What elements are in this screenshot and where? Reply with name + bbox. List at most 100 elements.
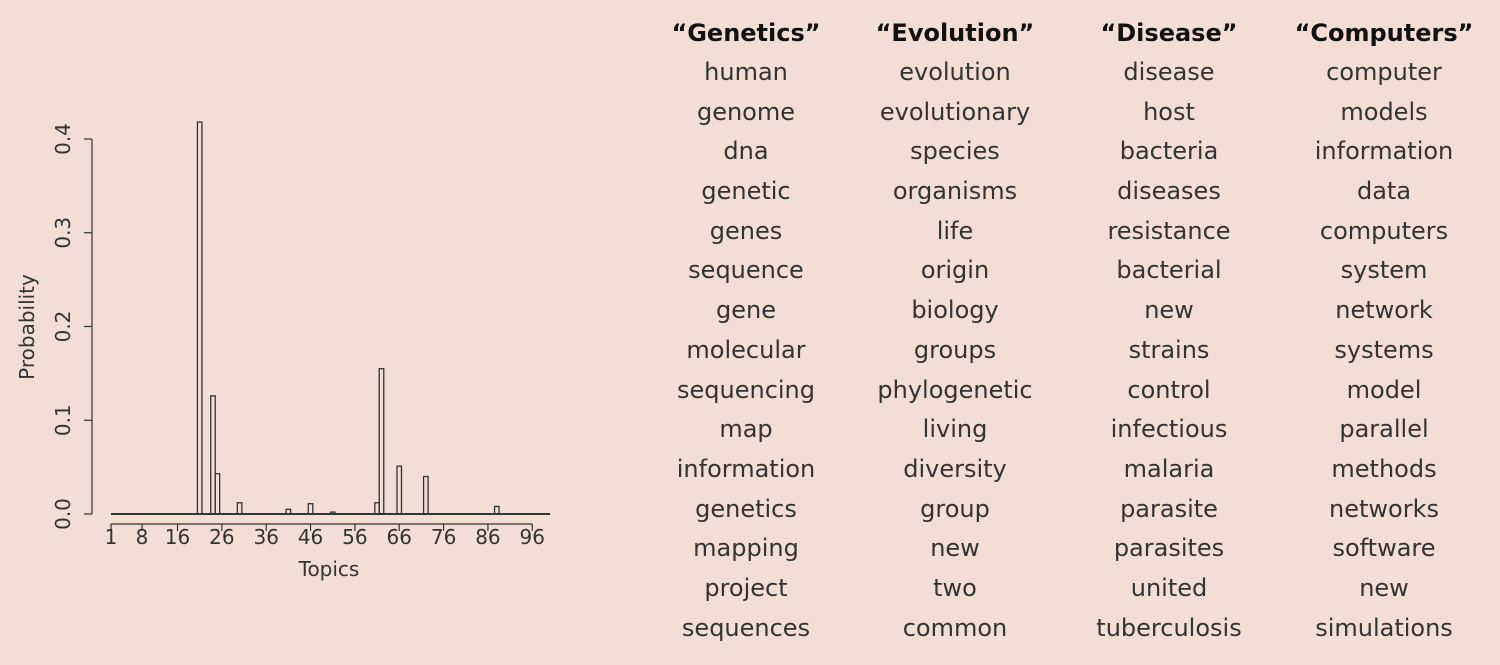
y-axis: 0.0 0.1 0.2 0.3 0.4 [51,123,93,530]
topic-word: bacterial [1116,256,1222,285]
y-tick-label: 0.2 [51,311,75,343]
topic-word-list: computer models information data computers sy… [1274,53,1494,648]
x-tick-label: 1 [105,525,118,549]
topic-header: “Genetics” [671,19,821,47]
topic-word: gene [716,296,776,325]
topic-word: bacteria [1119,137,1219,166]
y-tick-label: 0.0 [51,498,75,530]
topic-word: networks [1329,494,1439,523]
topic-word: data [1356,177,1412,206]
y-tick-label: 0.3 [51,217,75,249]
topic-word: methods [1331,454,1437,483]
topic-header: “Evolution” [875,19,1035,47]
topic-word: infectious [1110,415,1228,444]
topic-word: network [1335,296,1433,325]
topic-word: diversity [903,454,1007,483]
topic-word: parasite [1120,494,1218,523]
bar-topic-88 [493,505,500,515]
x-tick-label: 16 [165,525,190,549]
topic-word: tuberculosis [1096,613,1242,642]
bar-topic-51 [329,511,336,515]
topic-header: “Computers” [1294,19,1474,47]
topic-header: “Disease” [1100,19,1238,47]
topic-column: “Disease” disease host bacteria diseases resi… [1059,16,1279,648]
topic-word: map [719,415,773,444]
x-tick-label: 66 [387,525,412,549]
topic-word: life [936,216,974,245]
topic-word: information [676,454,816,483]
topic-word: parasites [1113,534,1225,563]
bar-topic-30 [236,502,243,515]
bar-topic-24 [210,395,216,515]
bar-topic-46 [307,503,314,515]
x-tick-label: 46 [298,525,323,549]
topic-word: model [1346,375,1422,404]
y-tick-label: 0.1 [51,404,75,436]
topic-word: two [933,573,977,602]
topic-word: computers [1319,216,1449,245]
topic-column: “Evolution” evolution evolutionary species o… [845,16,1065,648]
y-tick-label: 0.4 [51,123,75,155]
topic-word: resistance [1107,216,1231,245]
topic-word-list: human genome dna genetic genes sequence gene mo… [636,53,856,648]
topic-word-list: evolution evolutionary species organisms lif… [845,53,1065,648]
x-axis-label: Topics [298,557,360,581]
x-tick-label: 26 [209,525,234,549]
topic-word: host [1143,97,1195,126]
topic-word: groups [913,335,997,364]
topic-word: sequence [688,256,804,285]
x-tick-label: 8 [136,525,149,549]
topic-word: mapping [693,534,799,563]
topic-probability-chart: 0.0 0.1 0.2 0.3 0.4 1 8 16 26 36 46 56 66 76 86 96 Pro… [15,121,550,581]
topic-word: biology [911,296,999,325]
bar-topic-62 [378,368,385,515]
x-tick-label: 96 [520,525,545,549]
topic-word: parallel [1339,415,1429,444]
topic-word: systems [1334,335,1434,364]
bar-topic-66 [396,465,403,515]
x-tick-label: 36 [253,525,278,549]
topic-word: sequencing [677,375,815,404]
topic-word: united [1130,573,1208,602]
topic-word: computer [1326,58,1442,86]
topic-word: models [1340,97,1428,126]
topic-word: human [704,58,788,86]
topic-word: new [1359,573,1409,602]
topic-word: information [1314,137,1454,166]
topic-word: species [910,137,1000,166]
topic-word: new [930,534,980,563]
topic-word: genes [709,216,783,245]
topic-word: evolutionary [879,97,1031,126]
topic-word: system [1340,256,1428,285]
topic-word: dna [723,137,769,166]
x-tick-label: 76 [431,525,456,549]
topic-word: diseases [1117,177,1221,206]
bar-topic-72 [422,475,429,515]
x-tick-label: 56 [342,525,367,549]
topic-word: software [1332,534,1436,563]
topic-word: evolution [899,58,1011,86]
topic-word: living [922,415,988,444]
bar-topic-41 [285,508,292,515]
topic-word: project [704,573,788,602]
topic-word: genetics [695,494,797,523]
topic-word: genome [696,97,796,126]
bar-topic-25 [214,473,221,515]
topic-word: strains [1128,335,1210,364]
bar-topic-21 [196,121,203,515]
topic-word: simulations [1315,613,1453,642]
topic-word: new [1144,296,1194,325]
topic-column: “Genetics” human genome dna genetic genes sequ… [636,16,856,648]
x-tick-label: 86 [475,525,500,549]
topic-word: organisms [892,177,1018,206]
bar-series [196,121,500,515]
topic-column: “Computers” computer models information data… [1274,16,1494,648]
x-axis: 1 8 16 26 36 46 56 66 76 86 96 [105,523,545,549]
topic-word: genetic [701,177,791,206]
topic-word: disease [1123,58,1215,86]
topic-word: phylogenetic [877,375,1033,404]
topic-word: origin [920,256,990,285]
topic-word: control [1127,375,1211,404]
topic-word: group [920,494,990,523]
topic-word: sequences [681,613,811,642]
